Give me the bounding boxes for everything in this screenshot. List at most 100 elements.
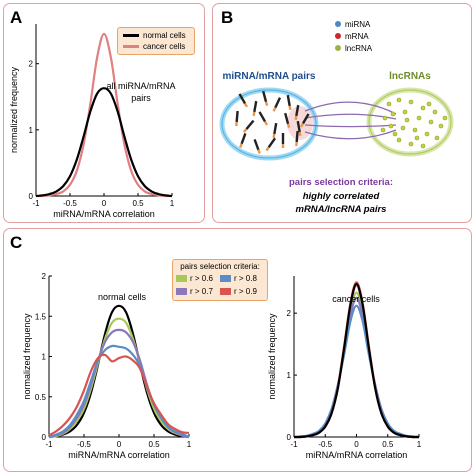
mirna-strand (252, 111, 256, 117)
lncrna-dot (404, 117, 410, 123)
chart-a-annotation-line-1: all miRNA/mRNA (106, 81, 175, 91)
mrna-strand (245, 119, 255, 130)
lncrna-dot (428, 119, 434, 125)
lncrna-dot (420, 143, 426, 149)
lncrna-legend-dot (335, 45, 341, 51)
mirna-mrna-pair-glyph (258, 111, 269, 126)
lncrna-dot (400, 125, 406, 131)
lncrna-dot (442, 115, 448, 121)
mirna-mrna-pair-glyph (284, 112, 291, 129)
mirna-strand (272, 133, 276, 139)
chart-c-left-series-line (48, 304, 190, 439)
mirna-mrna-pair-glyph (253, 139, 261, 154)
chart-c: -1 -0.5 0 0.5 1 0 0.5 1 1.5 2 miRNA/mRNA correlati… (22, 272, 422, 460)
mrna-strand (286, 94, 291, 107)
chart-c-right-annotation: cancer cells (332, 294, 380, 304)
lncrna-dot (388, 123, 394, 129)
chart-a-legend-item: normal cells (118, 30, 194, 41)
mirna-mrna-ellipse-edge (221, 89, 317, 159)
mrna-strand (274, 97, 282, 109)
mrna-strand (258, 111, 267, 123)
chart-c-right-y-tick-label: 1 (287, 371, 292, 380)
legend-label: r > 0.7 (190, 287, 213, 296)
chart-c-legend-item: r > 0.9 (220, 286, 264, 297)
mirna-mrna-pair-glyph (299, 113, 310, 128)
chart-c-right-x-tick-label: 0 (354, 440, 359, 449)
lncrna-dot (414, 135, 420, 141)
connection-line (304, 129, 397, 140)
mrna-legend-dot (335, 33, 341, 39)
mirna-strand (243, 102, 249, 108)
mirna-mrna-pair-glyph (252, 100, 258, 117)
lncrna-dot (386, 101, 392, 107)
mirna-strand (299, 122, 305, 128)
chart-c-left-y-axis-label: normalized frequency (22, 313, 32, 400)
criteria-text-line-1: highly correlated (303, 191, 380, 202)
panel-c: C -1 -0.5 0 0.5 1 0 0.5 1 1.5 2 miRNA/mRNA correla… (3, 228, 472, 472)
lncrna-dot (420, 105, 426, 111)
legend-swatch (123, 34, 139, 37)
mirna-mrna-pair-glyph (242, 119, 255, 133)
legend-label: normal cells (143, 31, 186, 40)
chart-a-x-tick-label: -1 (32, 199, 40, 208)
chart-c-left-x-tick-label: -0.5 (77, 440, 91, 449)
mrna-strand (262, 90, 268, 103)
chart-a-legend: normal cells cancer cells (117, 27, 195, 55)
chart-a: -1 -0.5 0 0.5 1 0 1 2 miRNA/mRNA correlation norm… (9, 24, 176, 219)
mirna-mrna-pair-glyph (272, 122, 278, 139)
chart-c-legend-item: r > 0.8 (220, 273, 264, 284)
lncrna-dot (408, 99, 414, 105)
chart-c-right-y-tick-label: 2 (287, 309, 292, 318)
panel-label-c: C (10, 233, 23, 252)
lncrna-dot (396, 137, 402, 143)
mirna-mrna-pair-glyphs (235, 90, 310, 154)
lncrna-dot (432, 109, 438, 115)
chart-c-left-y-tick-label: 2 (42, 272, 47, 281)
mrna-strand (238, 93, 247, 105)
lncrna-dot (426, 101, 432, 107)
chart-c-left-plot: -1 -0.5 0 0.5 1 0 0.5 1 1.5 2 miRNA/mRNA correlati… (22, 272, 192, 460)
mirna-mrna-pair-glyph (295, 130, 299, 147)
mirna-legend-label: miRNA (345, 20, 371, 29)
mirna-strand (265, 146, 270, 152)
mirna-mrna-pair-glyph (294, 104, 300, 121)
panel-b: B miRNA mRNA lncRNA miRNA/mRNA pairs lnc… (212, 3, 472, 223)
mrna-strand (253, 139, 260, 151)
chart-a-x-tick-label: 0.5 (132, 199, 144, 208)
mrna-strand (295, 130, 299, 143)
chart-c-legend-title: pairs selection criteria: (180, 262, 260, 271)
mrna-strand (253, 100, 258, 113)
mirna-strand (272, 107, 277, 112)
legend-label: cancer cells (143, 42, 186, 51)
chart-a-y-tick-label: 1 (29, 126, 34, 135)
chart-c-right-plot: -1 -0.5 0 0.5 1 0 1 2 miRNA/mRNA correlation norm… (267, 276, 422, 460)
mirna-mrna-pair-glyph (265, 137, 276, 152)
mirna-mrna-pair-glyph (296, 120, 302, 137)
lncrna-ellipse-edge (368, 89, 452, 155)
mrna-strand (295, 104, 300, 117)
mirna-mrna-pairs-title: miRNA/mRNA pairs (223, 71, 316, 82)
chart-c-right-series-line (293, 282, 420, 439)
mrna-strand (296, 120, 301, 133)
chart-a-x-axis-label: miRNA/mRNA correlation (53, 209, 155, 219)
chart-c-left-y-tick-label: 0 (42, 433, 47, 442)
lncrna-dot (416, 115, 422, 121)
mirna-strand (286, 123, 291, 129)
lncrna-legend-label: lncRNA (345, 44, 373, 53)
lncrna-dot (382, 115, 388, 121)
panel-a: A -1 -0.5 0 0.5 1 0 1 2 miRNA/mRNA correlation no… (3, 3, 205, 223)
mirna-strand (263, 120, 269, 126)
mirna-legend-dot (335, 21, 341, 27)
mirna-strand (239, 143, 243, 148)
mrna-strand (240, 133, 247, 145)
chart-a-series-line (35, 87, 173, 198)
mirna-mrna-pair-glyph (262, 90, 269, 107)
mirna-mrna-pair-glyph (235, 110, 239, 127)
legend-swatch (220, 288, 231, 295)
lncrna-dot (402, 109, 408, 115)
chart-a-series-line (35, 32, 173, 198)
lncrna-dot (396, 97, 402, 103)
chart-c-right-series-line (293, 291, 420, 439)
chart-c-right-series-line (293, 296, 420, 439)
lncrna-dot (392, 131, 398, 137)
